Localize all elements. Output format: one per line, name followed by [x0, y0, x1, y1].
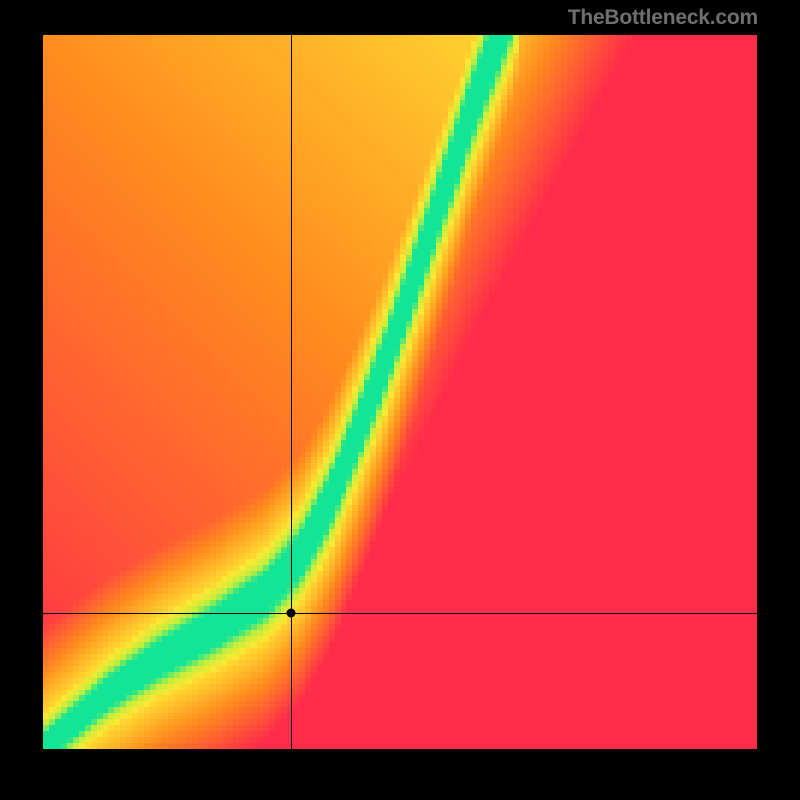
heatmap-canvas	[43, 35, 757, 749]
crosshair-horizontal	[43, 613, 757, 614]
crosshair-dot	[287, 609, 296, 618]
crosshair-vertical	[291, 35, 292, 749]
plot-area	[43, 35, 757, 749]
attribution-text: TheBottleneck.com	[568, 6, 758, 30]
